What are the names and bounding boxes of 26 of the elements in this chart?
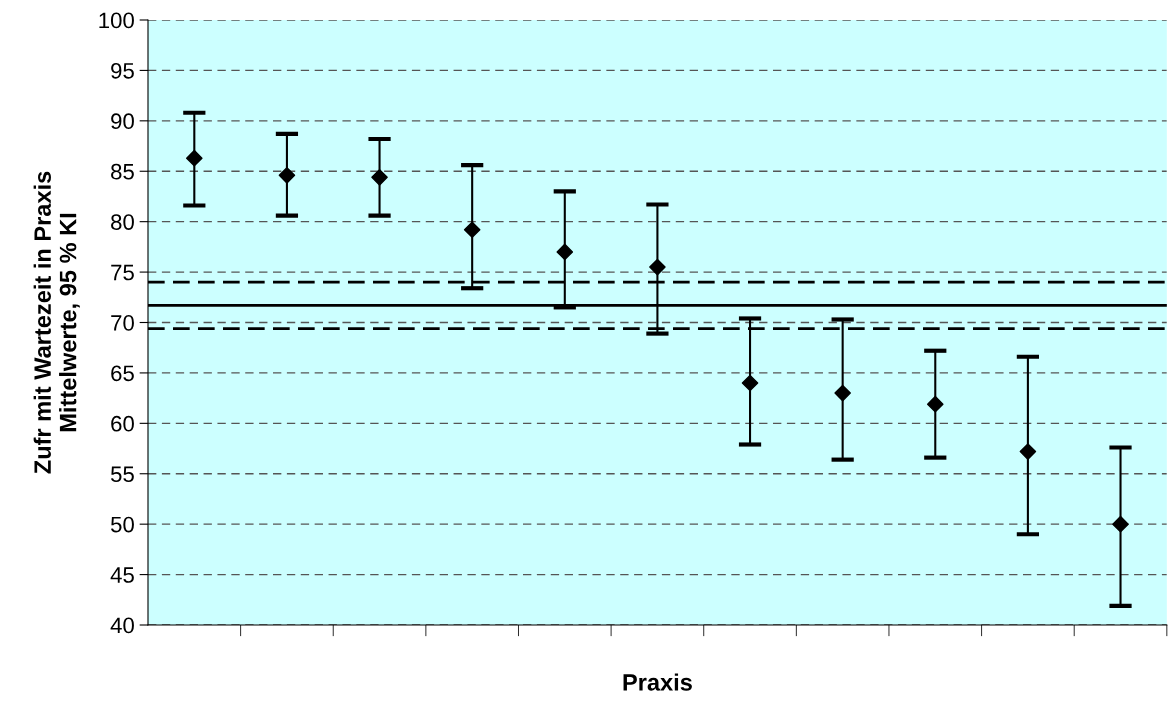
y-axis-title: Zufr mit Wartezeit in Praxis Mittelwerte, 95 % KI	[33, 171, 80, 474]
y-tick-label: 90	[111, 113, 134, 130]
y-tick-label: 50	[110, 516, 134, 533]
point	[834, 384, 851, 402]
point	[463, 221, 481, 239]
point	[649, 258, 666, 276]
y-tick-label: 65	[111, 365, 134, 382]
y-tick-label: 85	[111, 163, 134, 180]
y-tick-label: 55	[110, 466, 134, 483]
x-axis-title: Praxis	[623, 673, 692, 691]
point	[926, 395, 944, 413]
point	[186, 149, 203, 167]
y-tick-label: 100	[99, 12, 134, 29]
point	[278, 166, 296, 184]
y-tick-label: 45	[110, 567, 134, 583]
y-tick-label: 40	[110, 617, 134, 634]
point	[371, 168, 388, 186]
point	[741, 374, 759, 392]
y-tick-label: 80	[111, 214, 134, 230]
y-tick-label: 75	[111, 264, 134, 281]
point	[1112, 515, 1129, 533]
point	[1019, 443, 1037, 460]
y-tick-label: 95	[111, 62, 134, 79]
point	[556, 243, 574, 261]
y-tick-label: 60	[111, 415, 134, 432]
y-tick-label: 70	[111, 315, 134, 331]
